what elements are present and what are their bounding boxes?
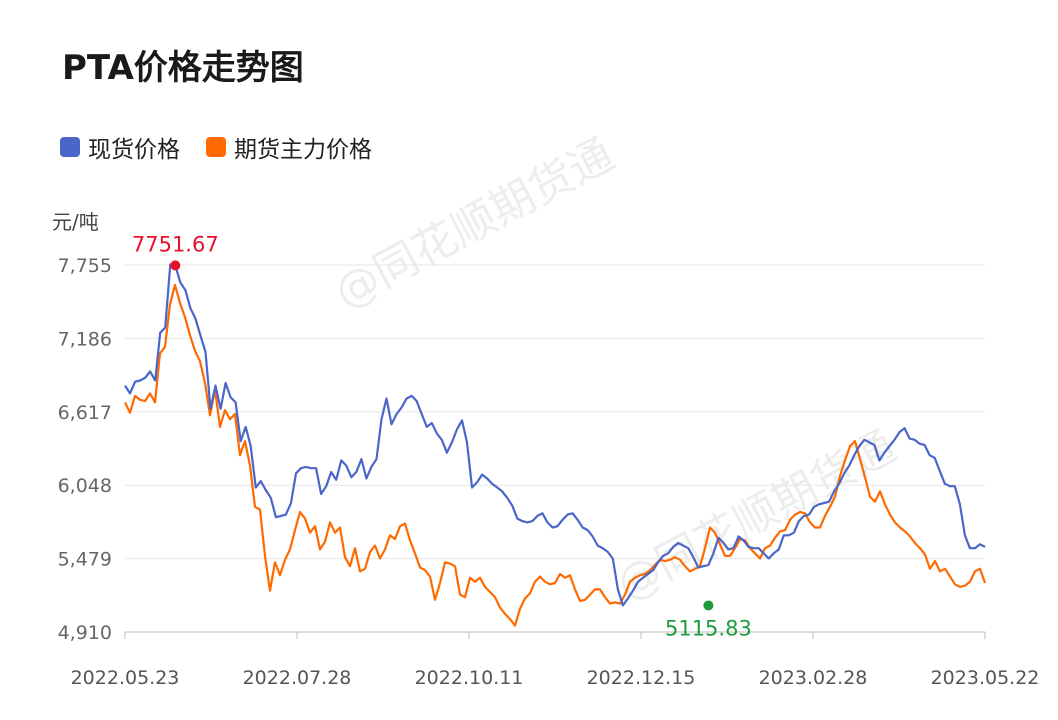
extreme-point-label: 5115.83: [665, 616, 752, 640]
extreme-point-label: 7751.67: [132, 232, 219, 256]
legend-label-spot: 现货价格: [88, 137, 180, 163]
extreme-point-marker: [170, 260, 181, 271]
y-tick-label: 4,910: [58, 622, 112, 644]
legend-swatch-spot: [60, 137, 80, 157]
legend-item-futures[interactable]: 期货主力价格: [206, 130, 372, 164]
legend-item-spot[interactable]: 现货价格: [60, 130, 180, 164]
y-axis-unit: 元/吨: [52, 210, 99, 234]
y-tick-label: 5,479: [58, 549, 112, 571]
extreme-point-marker: [703, 600, 714, 611]
legend: 现货价格 期货主力价格: [60, 130, 398, 164]
legend-label-futures: 期货主力价格: [234, 137, 372, 163]
y-tick-label: 6,048: [58, 475, 112, 497]
x-tick-label: 2023.05.22: [931, 667, 1040, 689]
x-tick-label: 2022.05.23: [71, 667, 180, 689]
series-line: [124, 263, 986, 607]
y-tick-label: 6,617: [58, 402, 112, 424]
y-tick-label: 7,186: [58, 328, 112, 350]
x-tick-label: 2022.12.15: [587, 667, 696, 689]
x-tick-label: 2022.07.28: [243, 667, 352, 689]
x-tick-label: 2022.10.11: [415, 667, 524, 689]
legend-swatch-futures: [206, 137, 226, 157]
y-tick-label: 7,755: [58, 255, 112, 277]
series-line: [124, 283, 987, 627]
x-tick-label: 2023.02.28: [759, 667, 868, 689]
chart-title: PTA价格走势图: [62, 48, 304, 88]
